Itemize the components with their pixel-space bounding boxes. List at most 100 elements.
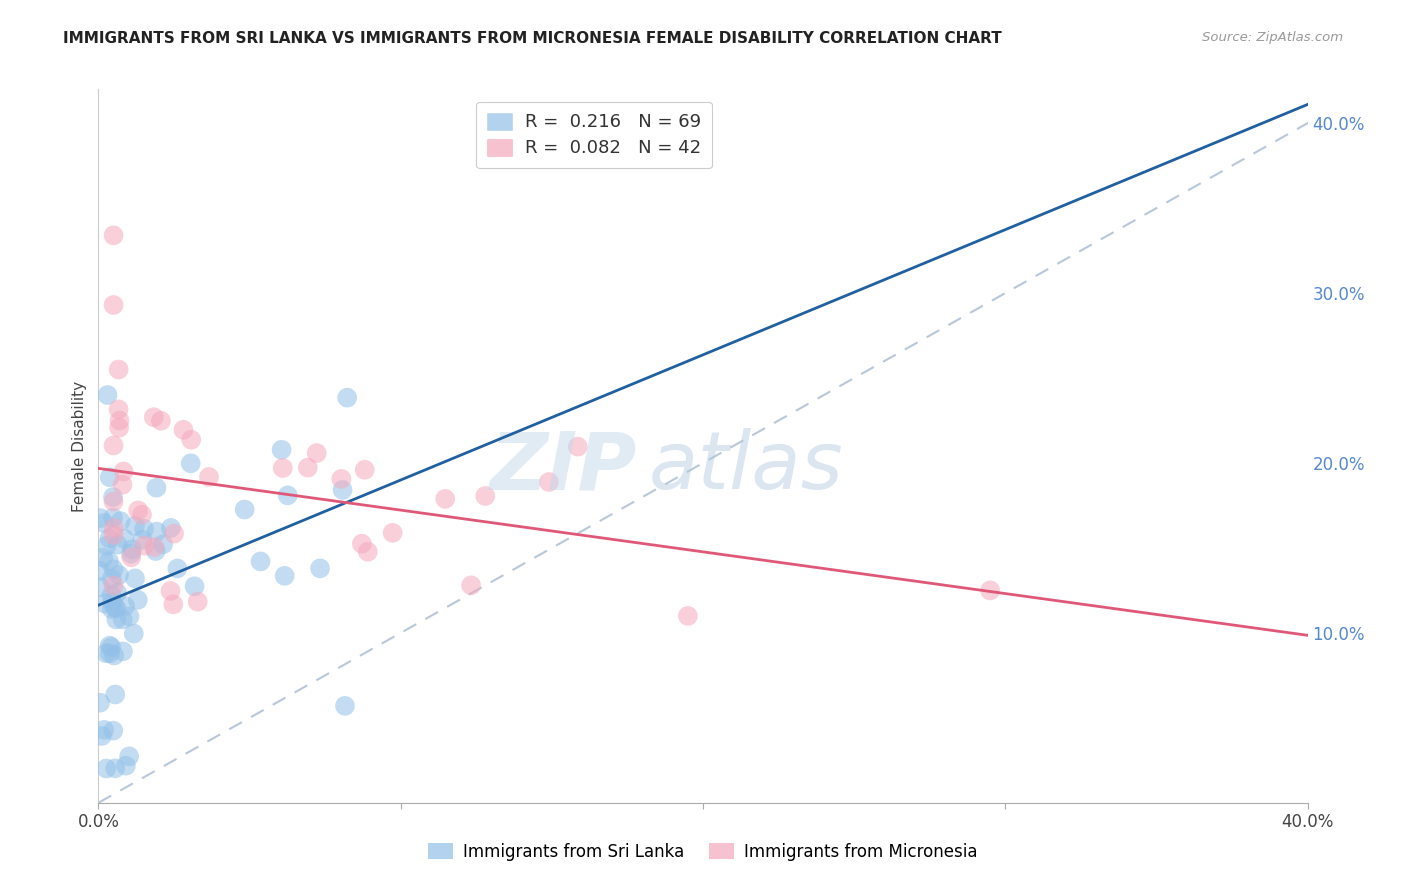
Y-axis label: Female Disability: Female Disability [72,380,87,512]
Point [118,609,141,624]
Point [183,579,205,593]
Point [121,542,143,557]
Point [249,554,271,568]
Point [143,540,166,554]
Point [89,580,111,594]
Point [353,463,375,477]
Point [93,723,115,737]
Point [159,583,181,598]
Point [145,524,167,539]
Point [112,532,135,546]
Point [101,595,124,609]
Point [100,588,122,602]
Point [101,602,124,616]
Point [357,545,380,559]
Point [124,571,146,585]
Point [127,503,149,517]
Point [103,578,125,592]
Point [131,533,153,547]
Point [98,532,121,546]
Point [270,442,292,457]
Point [676,608,699,623]
Point [107,538,129,552]
Point [134,539,156,553]
Point [104,688,127,702]
Text: atlas: atlas [648,428,844,507]
Point [114,599,136,614]
Point [152,537,174,551]
Point [108,420,131,434]
Point [98,646,121,660]
Point [132,522,155,536]
Point [162,598,184,612]
Point [103,298,125,312]
Point [118,749,141,764]
Point [101,490,124,504]
Point [149,414,172,428]
Text: Source: ZipAtlas.com: Source: ZipAtlas.com [1202,31,1343,45]
Point [91,550,114,565]
Point [305,446,328,460]
Point [145,481,167,495]
Point [537,475,560,489]
Point [104,761,127,775]
Point [271,461,294,475]
Point [567,440,589,454]
Point [131,508,153,522]
Point [277,488,299,502]
Point [103,528,125,542]
Point [350,537,373,551]
Point [381,525,404,540]
Point [142,410,165,425]
Point [120,550,142,565]
Point [160,521,183,535]
Point [105,586,128,600]
Point [100,640,122,654]
Point [198,470,221,484]
Point [124,519,146,533]
Point [112,465,135,479]
Point [180,456,202,470]
Point [93,516,115,530]
Point [273,569,295,583]
Point [103,228,125,243]
Point [330,472,353,486]
Point [105,601,128,615]
Point [89,511,111,525]
Point [96,539,118,553]
Point [94,597,117,611]
Point [96,388,118,402]
Point [107,402,129,417]
Point [111,644,134,658]
Point [187,594,209,608]
Point [89,564,111,578]
Point [105,612,128,626]
Point [100,572,122,586]
Point [103,723,125,738]
Point [94,646,117,660]
Point [309,561,332,575]
Point [474,489,496,503]
Point [110,514,132,528]
Point [103,494,125,508]
Point [979,583,1001,598]
Point [103,438,125,452]
Point [89,696,111,710]
Legend: Immigrants from Sri Lanka, Immigrants from Micronesia: Immigrants from Sri Lanka, Immigrants fr… [422,837,984,868]
Point [98,470,121,484]
Point [111,612,134,626]
Point [108,413,131,427]
Point [108,568,131,582]
Text: ZIP: ZIP [489,428,637,507]
Point [166,561,188,575]
Text: IMMIGRANTS FROM SRI LANKA VS IMMIGRANTS FROM MICRONESIA FEMALE DISABILITY CORREL: IMMIGRANTS FROM SRI LANKA VS IMMIGRANTS … [63,31,1002,46]
Point [180,433,202,447]
Point [96,762,118,776]
Point [460,578,482,592]
Point [297,460,319,475]
Point [98,639,121,653]
Point [145,544,167,558]
Point [434,491,457,506]
Point [104,600,127,615]
Point [101,510,124,524]
